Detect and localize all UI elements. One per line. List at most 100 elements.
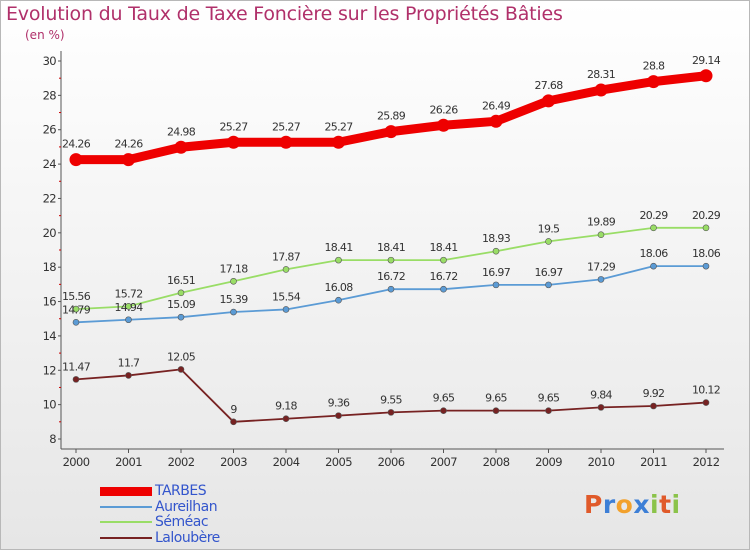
legend-label: Aureilhan bbox=[155, 498, 218, 515]
data-label: 15.09 bbox=[167, 298, 196, 311]
legend-swatch bbox=[100, 521, 152, 523]
data-point bbox=[387, 256, 395, 264]
x-tick-label: 2006 bbox=[378, 455, 405, 469]
data-label: 25.27 bbox=[220, 120, 249, 133]
data-label: 26.49 bbox=[482, 99, 511, 112]
data-label: 15.54 bbox=[272, 290, 301, 303]
data-point bbox=[230, 308, 237, 316]
data-label: 16.51 bbox=[167, 274, 195, 287]
data-label: 20.29 bbox=[640, 209, 669, 222]
data-label: 18.41 bbox=[325, 241, 353, 254]
data-point bbox=[72, 376, 80, 383]
logo-letter: i bbox=[671, 490, 681, 519]
data-point bbox=[335, 412, 342, 419]
data-point bbox=[440, 407, 447, 414]
data-label: 15.39 bbox=[220, 293, 249, 306]
data-point bbox=[387, 285, 395, 293]
series-aureilhan bbox=[72, 262, 710, 326]
data-label: 11.7 bbox=[118, 356, 140, 369]
data-point bbox=[72, 319, 80, 326]
data-label: 16.97 bbox=[482, 266, 511, 279]
chart-title: Evolution du Taux de Taxe Foncière sur l… bbox=[6, 3, 563, 25]
data-label: 9.65 bbox=[433, 392, 455, 405]
x-tick-label: 2008 bbox=[483, 455, 510, 469]
data-point bbox=[545, 407, 552, 414]
legend-swatch bbox=[100, 505, 152, 508]
data-point bbox=[335, 256, 342, 264]
data-label: 28.31 bbox=[587, 68, 615, 81]
data-label: 15.56 bbox=[62, 290, 91, 303]
data-label: 14.79 bbox=[62, 303, 91, 316]
y-tick-label: 8 bbox=[49, 432, 56, 446]
data-point bbox=[125, 316, 132, 324]
data-point bbox=[440, 285, 447, 293]
data-point bbox=[545, 238, 552, 245]
data-label: 16.72 bbox=[430, 270, 458, 283]
data-point bbox=[545, 281, 552, 289]
data-label: 29.14 bbox=[692, 54, 721, 67]
data-label: 18.41 bbox=[430, 241, 458, 254]
data-label: 9.65 bbox=[538, 392, 560, 405]
logo-letter: x bbox=[633, 490, 650, 519]
legend-label: TARBES bbox=[155, 483, 207, 499]
proxiti-logo: Proxiti bbox=[584, 490, 681, 519]
data-point bbox=[597, 231, 605, 239]
data-label: 9.84 bbox=[590, 388, 612, 401]
x-tick-label: 2011 bbox=[640, 455, 667, 469]
data-label: 9.18 bbox=[275, 400, 297, 413]
data-point bbox=[279, 135, 293, 149]
legend-label: Laloubère bbox=[155, 529, 220, 546]
y-tick-label: 10 bbox=[43, 398, 57, 412]
data-point bbox=[177, 289, 185, 297]
data-point bbox=[335, 296, 342, 304]
data-label: 9.65 bbox=[485, 392, 507, 405]
x-tick-label: 2007 bbox=[430, 455, 457, 469]
logo-letter: t bbox=[659, 490, 672, 519]
data-point bbox=[125, 372, 132, 379]
data-label: 9.55 bbox=[380, 393, 402, 406]
series-semeac bbox=[72, 224, 710, 313]
data-point bbox=[122, 153, 135, 167]
data-label: 14.94 bbox=[115, 301, 144, 314]
data-label: 17.87 bbox=[272, 250, 301, 263]
data-point bbox=[699, 69, 713, 83]
x-tick-label: 2009 bbox=[535, 455, 562, 469]
y-tick-label: 12 bbox=[43, 363, 57, 377]
data-point bbox=[437, 118, 450, 132]
y-tick-label: 14 bbox=[43, 329, 57, 343]
data-point bbox=[387, 409, 395, 416]
series-tarbes bbox=[69, 69, 713, 167]
data-point bbox=[597, 276, 605, 283]
legend-swatch bbox=[100, 486, 152, 496]
data-label: 24.26 bbox=[62, 138, 91, 151]
data-point bbox=[542, 94, 555, 108]
legend-label: Séméac bbox=[155, 514, 209, 530]
data-label: 25.89 bbox=[377, 110, 406, 123]
data-point bbox=[332, 135, 345, 149]
data-point bbox=[282, 415, 290, 423]
data-point bbox=[177, 313, 185, 321]
x-tick-label: 2003 bbox=[220, 455, 247, 469]
data-point bbox=[440, 256, 447, 264]
y-tick-label: 30 bbox=[43, 54, 57, 68]
data-label: 17.29 bbox=[587, 260, 616, 273]
data-label: 20.29 bbox=[692, 209, 721, 222]
data-label: 16.97 bbox=[535, 266, 564, 279]
logo-letter: r bbox=[602, 490, 616, 519]
data-label: 25.27 bbox=[325, 120, 354, 133]
x-tick-label: 2001 bbox=[115, 455, 142, 469]
data-point bbox=[492, 247, 500, 255]
data-point bbox=[492, 281, 500, 289]
x-tick-label: 2000 bbox=[63, 455, 90, 469]
x-tick-label: 2005 bbox=[325, 455, 352, 469]
data-label: 9.36 bbox=[328, 397, 350, 410]
data-label: 18.41 bbox=[377, 241, 405, 254]
y-tick-label: 24 bbox=[43, 157, 57, 171]
data-label: 26.26 bbox=[430, 103, 459, 116]
data-point bbox=[125, 303, 132, 310]
data-point bbox=[282, 306, 290, 313]
data-label: 24.98 bbox=[167, 125, 196, 138]
data-point bbox=[650, 224, 657, 232]
data-label: 16.72 bbox=[377, 270, 405, 283]
